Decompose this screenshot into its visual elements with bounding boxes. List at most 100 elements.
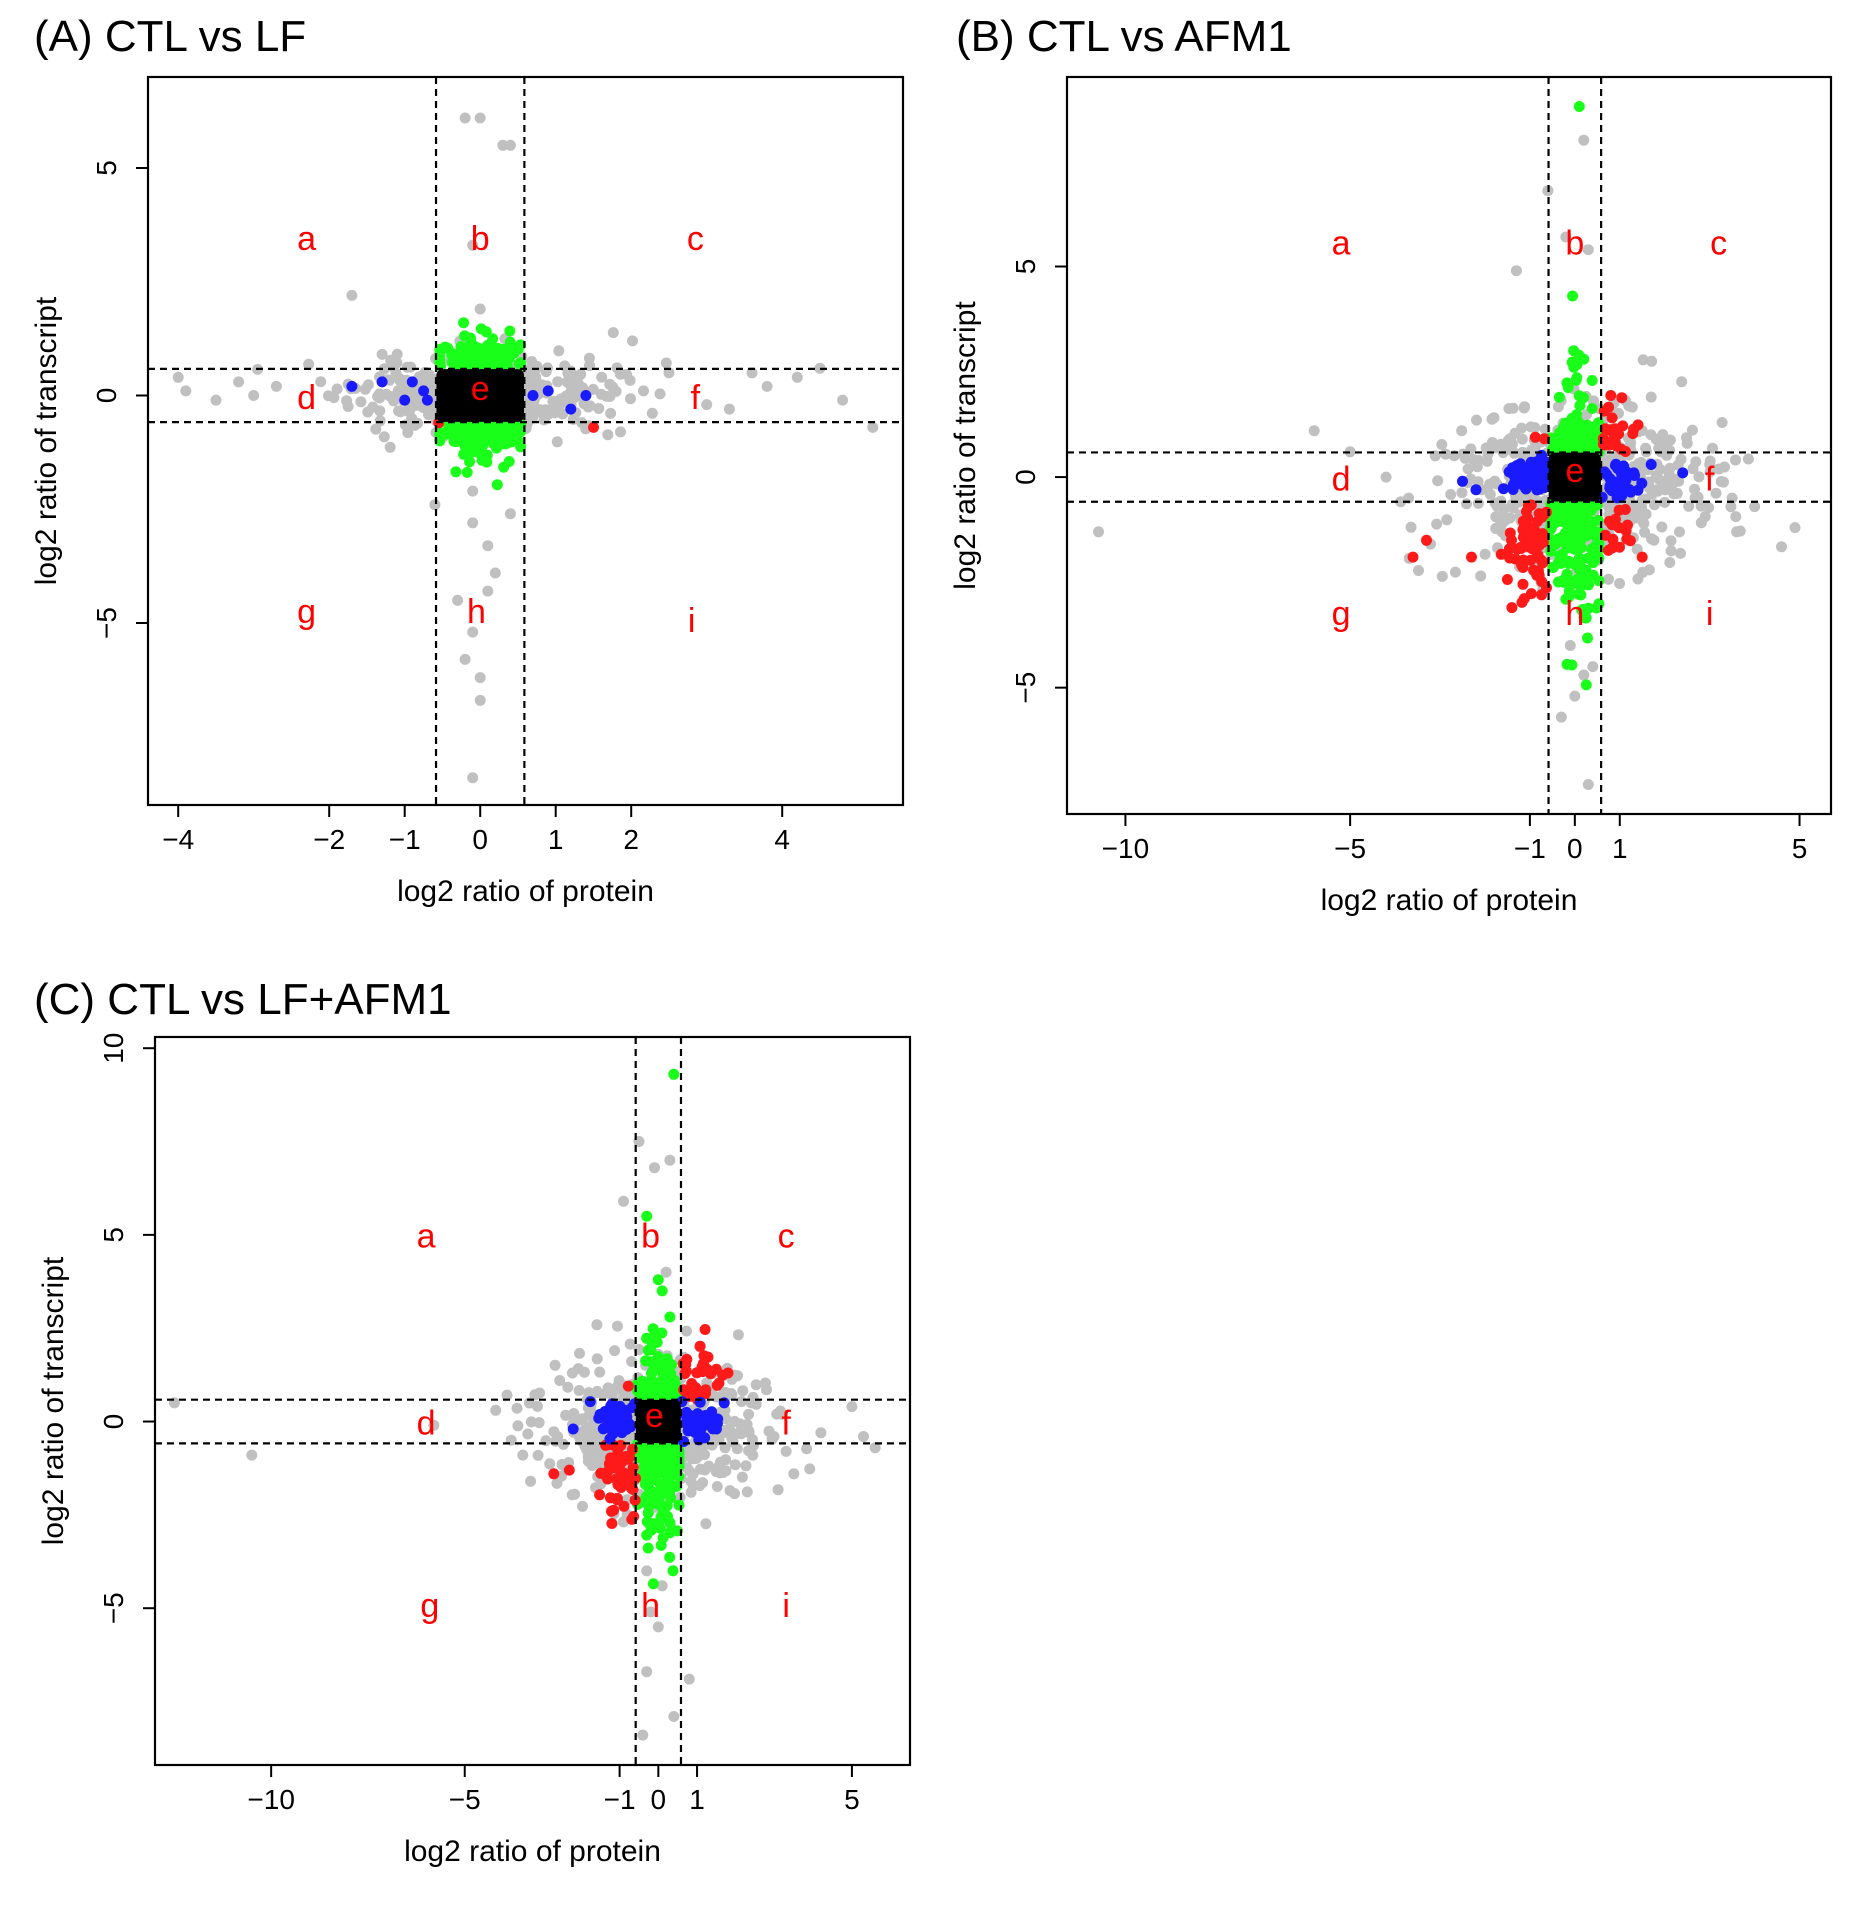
gray-point (566, 1489, 578, 1501)
gray-point (1731, 526, 1743, 538)
gray-point (867, 421, 879, 433)
green-point (1571, 409, 1583, 421)
gray-point (1445, 489, 1457, 500)
red-point (1421, 534, 1432, 546)
red-point (548, 1468, 560, 1480)
y-axis-label: log2 ratio of transcript (37, 1256, 70, 1545)
gray-point (248, 390, 260, 401)
green-point (1573, 101, 1585, 112)
region-label-g: g (1332, 595, 1351, 633)
red-point (698, 1357, 709, 1369)
gray-point (656, 1580, 668, 1592)
gray-point (504, 139, 516, 151)
green-point (645, 1520, 657, 1532)
green-point (649, 1328, 661, 1340)
gray-point (1486, 413, 1498, 425)
red-point (1606, 412, 1618, 424)
gray-point (394, 406, 406, 418)
green-point (1590, 540, 1602, 552)
gray-point (846, 1401, 858, 1413)
gray-point (593, 403, 605, 414)
red-point (722, 1367, 734, 1379)
x-tick-label: −1 (1514, 833, 1546, 864)
gray-point (1582, 244, 1594, 256)
red-point (1536, 589, 1548, 601)
x-tick-label: −1 (389, 824, 421, 855)
green-point (467, 446, 478, 458)
red-point (1602, 544, 1614, 556)
region-label-a: a (1332, 224, 1351, 262)
green-point (465, 332, 476, 344)
gray-point (362, 406, 374, 418)
gray-point (710, 1463, 722, 1475)
green-point (1564, 525, 1576, 536)
green-point (503, 456, 515, 467)
x-tick-label: −2 (313, 824, 345, 855)
gray-point (384, 441, 396, 453)
red-point (1606, 519, 1618, 531)
green-point (450, 466, 462, 478)
gray-point (1479, 548, 1491, 560)
y-tick-label: −5 (98, 1592, 129, 1624)
x-tick-label: −5 (449, 1784, 481, 1815)
green-point (673, 1471, 685, 1482)
x-tick-label: 5 (844, 1784, 860, 1815)
region-label-i: i (782, 1587, 790, 1625)
gray-point (172, 371, 184, 383)
red-point (1599, 529, 1611, 541)
red-point (1501, 574, 1513, 585)
green-point (664, 1311, 676, 1323)
gray-point (346, 289, 358, 301)
red-point (588, 421, 599, 433)
gray-point (565, 365, 576, 377)
gray-point (791, 371, 803, 383)
blue-point (612, 1413, 624, 1424)
gray-point (627, 335, 638, 347)
gray-point (1668, 488, 1680, 500)
gray-point (1639, 526, 1651, 538)
green-point (1555, 531, 1567, 543)
gray-point (233, 376, 245, 388)
green-point (1578, 564, 1590, 576)
gray-point (1344, 446, 1356, 458)
green-point (512, 343, 524, 355)
gray-point (1692, 491, 1704, 503)
gray-point (660, 357, 672, 369)
y-tick-label: 0 (91, 388, 122, 404)
gray-point (701, 399, 713, 411)
gray-point (511, 1402, 523, 1414)
gray-point (641, 1565, 653, 1577)
green-point (489, 349, 501, 361)
gray-point (1631, 543, 1643, 555)
gray-point (750, 1379, 762, 1391)
green-point (464, 456, 475, 468)
gray-point (1472, 497, 1484, 509)
gray-point (1441, 514, 1453, 526)
gray-point (376, 348, 388, 360)
gray-point (596, 371, 608, 383)
gray-point (612, 1320, 623, 1332)
gray-point (522, 1428, 534, 1440)
red-point (609, 1462, 621, 1474)
gray-point (459, 653, 471, 665)
gray-point (1633, 458, 1645, 469)
gray-point (615, 426, 626, 438)
gray-point (736, 1471, 748, 1483)
gray-point (362, 379, 374, 391)
red-point (606, 1518, 618, 1529)
gray-point (1664, 479, 1676, 491)
gray-point (1587, 661, 1599, 673)
red-point (1506, 534, 1517, 546)
green-point (664, 1551, 676, 1563)
region-label-i: i (1706, 595, 1714, 633)
blue-point (1457, 475, 1468, 487)
blue-point (696, 1422, 708, 1434)
gray-point (1657, 440, 1669, 452)
green-point (1572, 504, 1583, 516)
gray-point (761, 380, 773, 392)
gray-point (1674, 526, 1685, 538)
red-point (1533, 567, 1545, 579)
x-tick-label: 4 (774, 824, 790, 855)
red-point (1621, 533, 1633, 545)
